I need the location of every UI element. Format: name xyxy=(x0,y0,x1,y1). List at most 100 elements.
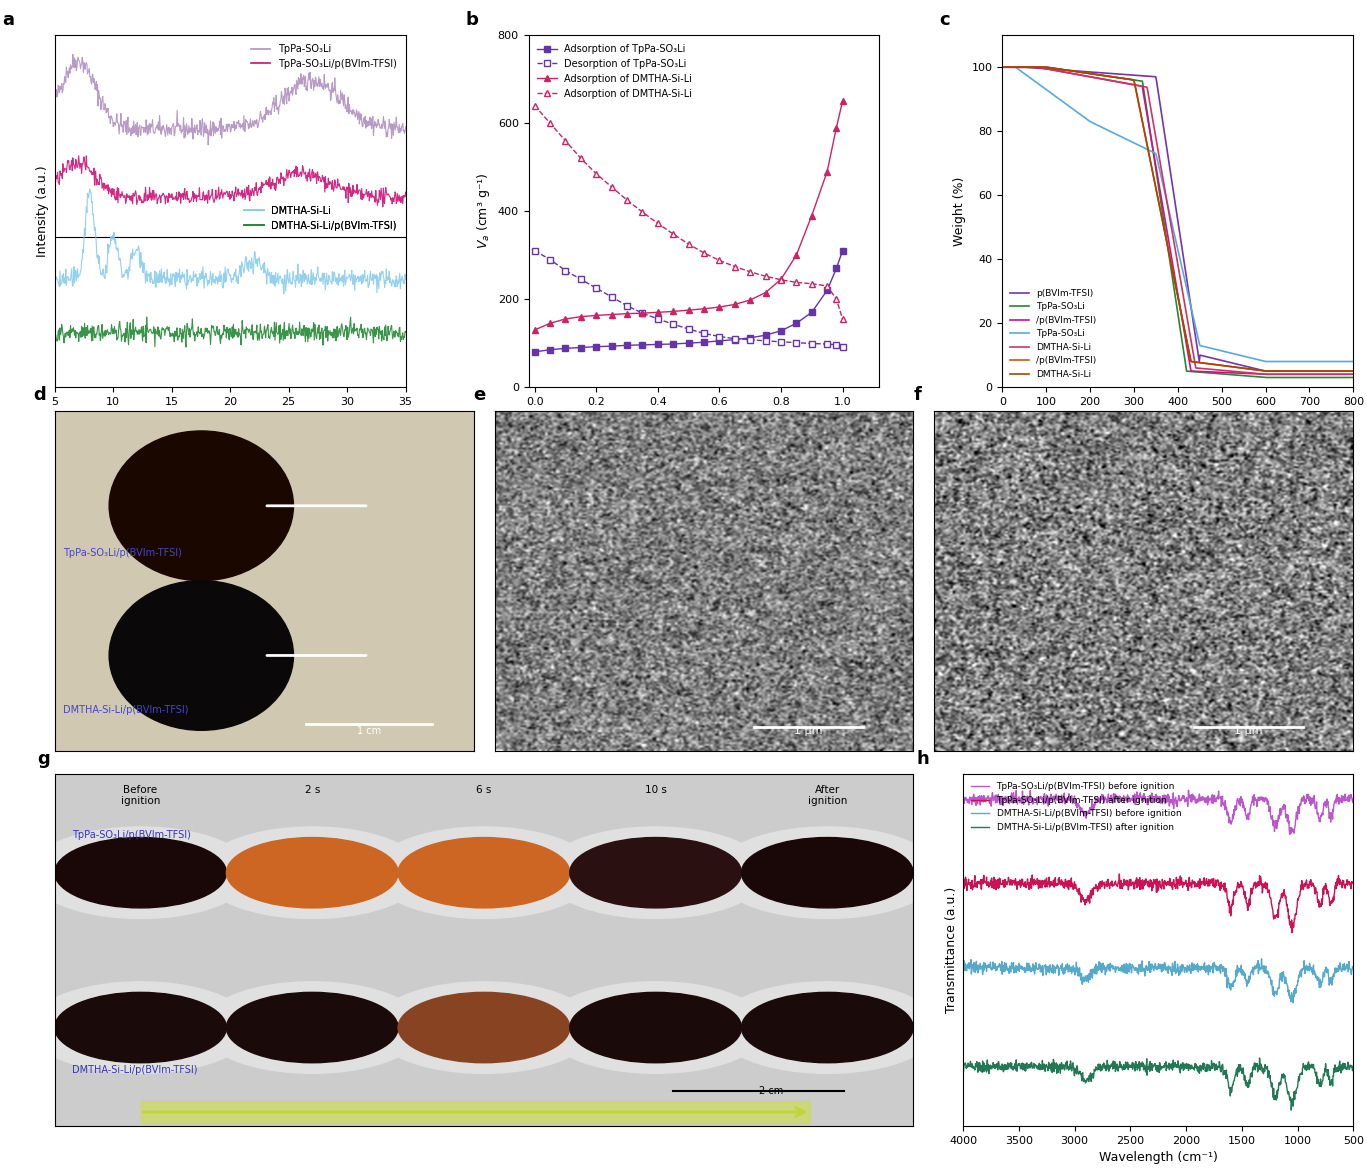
/p(BVIm-TFSI) xyxy=(1345,367,1362,381)
DMTHA-Si-Li/p(BVIm-TFSI) after ignition xyxy=(1113,1057,1129,1071)
DMTHA-Si-Li/p(BVIm-TFSI) after ignition xyxy=(1284,1103,1300,1117)
/p(BVIm-TFSI) xyxy=(1258,367,1274,381)
DMTHA-Si-Li/p(BVIm-TFSI) before ignition xyxy=(1345,961,1362,975)
Legend: TpPa-SO₃Li/p(BVIm-TFSI) before ignition, TpPa-SO₃Li/p(BVIm-TFSI) after ignition,: TpPa-SO₃Li/p(BVIm-TFSI) before ignition,… xyxy=(968,779,1185,835)
Circle shape xyxy=(201,982,424,1073)
Adsorption of DMTHA-Si-Li xyxy=(558,134,574,148)
DMTHA-Si-Li xyxy=(1203,362,1219,377)
Adsorption of DMTHA-Si-Li xyxy=(742,293,759,307)
Adsorption of DMTHA-Si-Li xyxy=(664,228,681,242)
p(BVIm-TFSI) xyxy=(1203,351,1219,365)
X-axis label: Temperature (°C): Temperature (°C) xyxy=(1124,413,1232,426)
Desorption of TpPa-SO₃Li xyxy=(588,282,604,296)
Adsorption of DMTHA-Si-Li xyxy=(772,272,789,286)
Adsorption of DMTHA-Si-Li xyxy=(664,304,681,318)
Adsorption of DMTHA-Si-Li xyxy=(541,116,558,130)
X-axis label: Wavelength (cm⁻¹): Wavelength (cm⁻¹) xyxy=(1099,1152,1218,1165)
Adsorption of DMTHA-Si-Li xyxy=(789,248,805,262)
TpPa-SO₃Li/p(BVIm-TFSI) before ignition xyxy=(956,791,972,805)
Adsorption of TpPa-SO₃Li xyxy=(649,338,666,352)
Circle shape xyxy=(398,838,570,908)
Text: 2 s: 2 s xyxy=(305,785,320,795)
Line: TpPa-SO₃Li: TpPa-SO₃Li xyxy=(1002,67,1353,361)
Circle shape xyxy=(55,992,227,1063)
p(BVIm-TFSI) xyxy=(994,60,1010,74)
/p(BVIm-TFSI) xyxy=(1184,364,1200,378)
Line: DMTHA-Si-Li/p(BVIm-TFSI) after ignition: DMTHA-Si-Li/p(BVIm-TFSI) after ignition xyxy=(964,1058,1353,1110)
Text: 1 cm: 1 cm xyxy=(357,726,381,735)
DMTHA-Si-Li/p(BVIm-TFSI) before ignition xyxy=(995,960,1012,974)
p(BVIm-TFSI) xyxy=(1184,308,1200,323)
DMTHA-Si-Li xyxy=(1184,354,1200,368)
Adsorption of TpPa-SO₃Li xyxy=(772,324,789,338)
Circle shape xyxy=(109,581,294,731)
Adsorption of DMTHA-Si-Li xyxy=(634,205,651,219)
TpPa-SO₃Li xyxy=(1161,204,1177,218)
Desorption of TpPa-SO₃Li xyxy=(696,326,712,340)
Adsorption of TpPa-SO₃Li xyxy=(603,339,619,353)
Adsorption of DMTHA-Si-Li xyxy=(696,246,712,260)
Desorption of TpPa-SO₃Li xyxy=(649,312,666,326)
DMTHA-Si-Li xyxy=(1161,206,1177,221)
Adsorption of TpPa-SO₃Li xyxy=(558,341,574,355)
Circle shape xyxy=(544,982,767,1073)
DMTHA-Si-Li/p(BVIm-TFSI) before ignition xyxy=(1267,985,1284,999)
Adsorption of DMTHA-Si-Li xyxy=(681,303,697,317)
TpPa-SO₃Li xyxy=(1203,366,1219,380)
DMTHA-Si-Li xyxy=(1203,357,1219,371)
Line: p(BVIm-TFSI): p(BVIm-TFSI) xyxy=(1002,67,1353,371)
TpPa-SO₃Li xyxy=(1345,371,1362,385)
p(BVIm-TFSI) xyxy=(1337,364,1353,378)
p(BVIm-TFSI) xyxy=(1345,364,1362,378)
Text: TpPa-SO₃Li/p(BVIm-TFSI): TpPa-SO₃Li/p(BVIm-TFSI) xyxy=(72,829,191,840)
Adsorption of TpPa-SO₃Li xyxy=(696,335,712,350)
DMTHA-Si-Li/p(BVIm-TFSI) before ignition xyxy=(956,965,972,979)
Adsorption of DMTHA-Si-Li xyxy=(834,312,850,326)
TpPa-SO₃Li/p(BVIm-TFSI) before ignition xyxy=(1180,784,1196,798)
DMTHA-Si-Li xyxy=(1163,257,1180,271)
DMTHA-Si-Li/p(BVIm-TFSI) after ignition xyxy=(1251,1051,1267,1065)
Desorption of TpPa-SO₃Li xyxy=(711,330,727,344)
Text: e: e xyxy=(473,386,485,405)
Adsorption of TpPa-SO₃Li xyxy=(834,244,850,258)
Circle shape xyxy=(570,838,741,908)
Adsorption of DMTHA-Si-Li xyxy=(711,300,727,314)
/p(BVIm-TFSI) xyxy=(1345,364,1362,378)
/p(BVIm-TFSI) xyxy=(1282,364,1299,378)
DMTHA-Si-Li xyxy=(1161,246,1177,260)
Line: /p(BVIm-TFSI): /p(BVIm-TFSI) xyxy=(1002,67,1353,371)
Line: DMTHA-Si-Li/p(BVIm-TFSI) before ignition: DMTHA-Si-Li/p(BVIm-TFSI) before ignition xyxy=(964,958,1353,1003)
Circle shape xyxy=(55,838,227,908)
Circle shape xyxy=(201,827,424,918)
Desorption of TpPa-SO₃Li xyxy=(804,337,820,351)
Desorption of TpPa-SO₃Li xyxy=(573,272,589,286)
TpPa-SO₃Li/p(BVIm-TFSI) before ignition xyxy=(1345,792,1362,806)
Text: Before
ignition: Before ignition xyxy=(120,785,160,806)
/p(BVIm-TFSI) xyxy=(1258,364,1274,378)
DMTHA-Si-Li xyxy=(994,60,1010,74)
Desorption of TpPa-SO₃Li xyxy=(526,244,543,258)
DMTHA-Si-Li/p(BVIm-TFSI) before ignition xyxy=(1254,951,1270,965)
TpPa-SO₃Li/p(BVIm-TFSI) after ignition xyxy=(1259,886,1275,900)
DMTHA-Si-Li xyxy=(1282,367,1299,381)
TpPa-SO₃Li xyxy=(1337,371,1353,385)
Adsorption of TpPa-SO₃Li xyxy=(541,343,558,357)
DMTHA-Si-Li/p(BVIm-TFSI) after ignition xyxy=(1223,1080,1240,1094)
Line: Adsorption of DMTHA-Si-Li: Adsorption of DMTHA-Si-Li xyxy=(532,103,845,321)
Adsorption of DMTHA-Si-Li xyxy=(526,99,543,113)
Adsorption of DMTHA-Si-Li xyxy=(828,292,845,306)
Adsorption of TpPa-SO₃Li xyxy=(804,305,820,319)
TpPa-SO₃Li xyxy=(1337,354,1353,368)
TpPa-SO₃Li/p(BVIm-TFSI) before ignition xyxy=(1259,794,1275,808)
Adsorption of TpPa-SO₃Li xyxy=(819,284,835,298)
DMTHA-Si-Li/p(BVIm-TFSI) before ignition xyxy=(1259,964,1275,978)
TpPa-SO₃Li xyxy=(1258,354,1274,368)
Adsorption of TpPa-SO₃Li xyxy=(727,333,744,347)
/p(BVIm-TFSI) xyxy=(1161,246,1177,260)
Legend: DMTHA-Si-Li, DMTHA-Si-Li/p(BVIm-TFSI): DMTHA-Si-Li, DMTHA-Si-Li/p(BVIm-TFSI) xyxy=(241,202,401,235)
Adsorption of DMTHA-Si-Li xyxy=(819,279,835,293)
TpPa-SO₃Li xyxy=(1163,213,1180,228)
TpPa-SO₃Li/p(BVIm-TFSI) before ignition xyxy=(1223,815,1240,829)
TpPa-SO₃Li/p(BVIm-TFSI) after ignition xyxy=(1284,925,1300,940)
Text: DMTHA-Si-Li/p(BVIm-TFSI): DMTHA-Si-Li/p(BVIm-TFSI) xyxy=(72,1065,197,1076)
